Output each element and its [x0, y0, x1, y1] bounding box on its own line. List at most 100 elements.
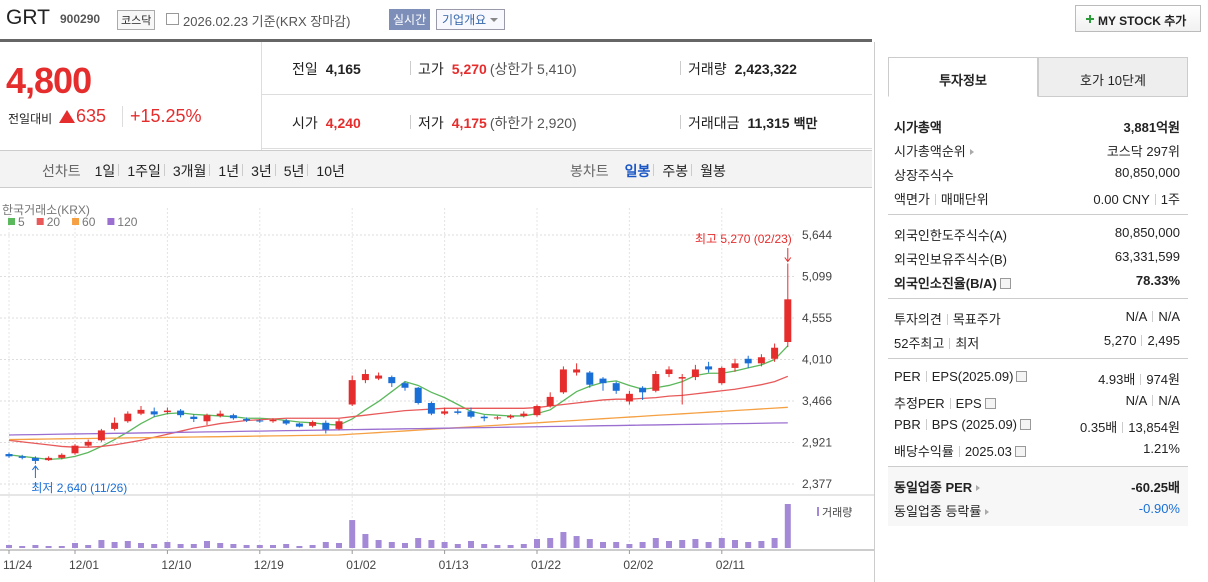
volume-bar — [639, 542, 646, 548]
candle-body — [625, 393, 633, 402]
candle-tab[interactable]: 일봉 — [624, 163, 651, 179]
volume-bar — [296, 546, 303, 548]
volume-bar — [375, 540, 382, 548]
period-tabs: 선차트 1일 1주일 3개월 1년 3년 5년 10년 봉차트 일봉 주봉 월봉 — [0, 150, 872, 188]
source-label: 한국거래소(KRX) — [2, 203, 90, 217]
info-label-part: 최저 — [955, 336, 980, 351]
info-tab[interactable]: 호가 10단계 — [1038, 57, 1188, 97]
candle-body — [97, 430, 105, 441]
change-rate: +15.25% — [122, 106, 202, 127]
candle-tab[interactable]: 월봉 — [700, 163, 726, 179]
volume-bar — [415, 538, 422, 548]
legend-label: 120 — [117, 215, 137, 229]
legend-swatch — [107, 218, 115, 225]
candle-body — [639, 387, 647, 393]
plus-icon — [1086, 15, 1094, 23]
info-value-part: 80,850,000 — [1114, 165, 1180, 180]
summary-cell: 거래량 2,423,322 — [688, 42, 797, 95]
summary-row: 전일 4,165 고가 5,270 (상한가 5,410) 거래량 2,423,322 — [262, 42, 872, 95]
info-label-part: PBR — [894, 417, 921, 432]
info-value: 코스닥 297위 — [1107, 141, 1180, 160]
volume-bar — [652, 538, 659, 548]
info-value: 1.21% — [1143, 441, 1180, 456]
summary-value: 2,423,322 — [734, 61, 797, 77]
info-label-part: 상장주식수 — [894, 168, 954, 183]
x-tick-label: 01/02 — [346, 558, 376, 572]
candle-body — [480, 416, 488, 419]
volume-bar — [481, 544, 488, 548]
volume-bar — [243, 545, 250, 548]
x-tick-label: 01/13 — [439, 558, 469, 572]
candle-body — [573, 369, 581, 373]
stock-code: 900290 — [60, 12, 101, 26]
info-label: 외국인소진율(B/A) — [894, 273, 1011, 292]
volume-bar — [322, 542, 329, 548]
info-label-part: 52주최고 — [894, 336, 945, 351]
info-value-part: N/A — [1158, 393, 1180, 408]
separator — [680, 61, 681, 75]
candle-body — [203, 415, 211, 422]
company-button[interactable]: 기업개요 — [436, 9, 506, 30]
info-label-part: 배당수익률 — [894, 444, 954, 459]
separator — [1154, 194, 1156, 205]
candle-body — [256, 420, 264, 422]
volume-bar — [388, 542, 395, 548]
candle-body — [124, 413, 132, 422]
info-tab[interactable]: 투자정보 — [888, 57, 1038, 97]
period-tab[interactable]: 3년 — [251, 163, 272, 179]
volume-bar — [362, 534, 369, 548]
candle-body — [348, 380, 356, 405]
info-value-part: N/A — [1158, 309, 1180, 324]
calendar-icon — [166, 13, 179, 25]
period-tab[interactable]: 1년 — [218, 163, 240, 179]
market-badge: 코스닥 — [117, 10, 156, 30]
divider — [874, 42, 875, 582]
separator — [1152, 311, 1154, 322]
separator — [925, 371, 927, 382]
separator — [1152, 395, 1154, 406]
realtime-button[interactable]: 실시간 — [389, 9, 431, 30]
summary-value: 4,240 — [325, 115, 361, 131]
candle-body — [401, 383, 409, 388]
info-label: 액면가 매매단위 — [894, 189, 989, 208]
candle-body — [757, 357, 765, 364]
period-tab[interactable]: 3개월 — [172, 163, 207, 179]
candle-body — [177, 410, 185, 416]
volume-bar — [283, 544, 290, 548]
x-tick-label: 01/22 — [531, 558, 561, 572]
info-label: 외국인한도주식수(A) — [894, 225, 1007, 244]
ma-line — [8, 406, 788, 441]
info-value: -60.25배 — [1131, 477, 1180, 496]
volume-label: 거래량 — [822, 506, 852, 519]
current-price: 4,800 — [6, 60, 92, 101]
volume-bar — [6, 545, 12, 548]
my-stock-button[interactable]: MY STOCK 추가 — [1075, 5, 1201, 32]
separator — [1140, 374, 1142, 385]
period-tab[interactable]: 10년 — [316, 163, 345, 179]
info-label-part: 시가총액순위 — [894, 144, 966, 159]
candle-body — [612, 383, 620, 391]
volume-bar — [468, 541, 474, 548]
volume-bar — [32, 545, 39, 548]
info-row: PER EPS(2025.09) 4.93배 974원 — [888, 364, 1188, 388]
candle-tab[interactable]: 주봉 — [662, 163, 689, 179]
info-group: 시가총액 3,881억원 시가총액순위 코스닥 297위 상장주식수 80,850,000… — [888, 107, 1188, 215]
period-tab[interactable]: 5년 — [283, 163, 305, 179]
separator — [307, 164, 309, 176]
period-tab[interactable]: 1일 — [94, 163, 116, 179]
volume-bar — [111, 542, 118, 548]
summary-cell: 전일 4,165 — [292, 42, 361, 95]
candle-body — [388, 377, 396, 384]
period-tab[interactable]: 1주일 — [127, 163, 161, 179]
separator — [209, 164, 211, 176]
volume-bar — [534, 539, 540, 548]
volume-bar — [547, 538, 554, 548]
low-arrow — [32, 465, 39, 478]
volume-bar — [666, 541, 672, 548]
legend-swatch — [817, 507, 819, 516]
volume-bar — [256, 545, 263, 548]
info-label: 외국인보유주식수(B) — [894, 249, 1007, 268]
info-label-part: EPS — [955, 396, 982, 411]
info-label: 동일업종 등락률 — [894, 501, 992, 520]
